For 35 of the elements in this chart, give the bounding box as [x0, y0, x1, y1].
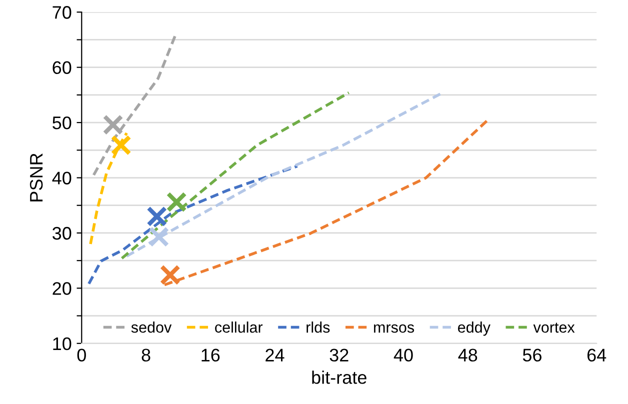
legend-label: vortex [533, 322, 575, 333]
legend-label: sedov [131, 322, 172, 333]
legend-label: eddy [458, 322, 490, 336]
x-tick-label: 16 [202, 348, 220, 362]
y-tick-label: 40 [52, 172, 72, 184]
line-series [125, 92, 442, 258]
legend-label: mrsos [374, 324, 414, 333]
x-tick-label: 0 [77, 348, 86, 362]
point [146, 206, 168, 227]
x-tick-label: 64 [587, 348, 606, 362]
line-series [120, 91, 350, 260]
x-tick-label: 8 [142, 348, 150, 362]
point [160, 264, 180, 286]
point [110, 134, 132, 156]
x-tick-label: 40 [394, 348, 413, 362]
legend-label: rlds [306, 322, 330, 333]
line-series [89, 132, 128, 246]
y-axis-title: PSNR [30, 154, 43, 202]
y-tick-label: 20 [52, 282, 72, 295]
x-axis-title: bit-rate [312, 370, 366, 384]
line-series [87, 164, 299, 286]
x-tick-label: 24 [266, 348, 284, 362]
x-tick-label: 56 [522, 348, 542, 362]
point [148, 226, 170, 248]
y-tick-label: 30 [52, 226, 72, 240]
y-tick-label: 50 [52, 116, 72, 130]
x-tick-label: 32 [330, 348, 348, 362]
y-tick-label: 10 [53, 337, 72, 350]
y-tick-label: 60 [52, 61, 72, 74]
y-tick-label: 70 [52, 6, 72, 19]
x-tick-label: 48 [458, 348, 478, 362]
legend-label: cellular [215, 322, 263, 333]
line-series [163, 118, 490, 286]
point [166, 192, 187, 212]
point [102, 114, 124, 136]
